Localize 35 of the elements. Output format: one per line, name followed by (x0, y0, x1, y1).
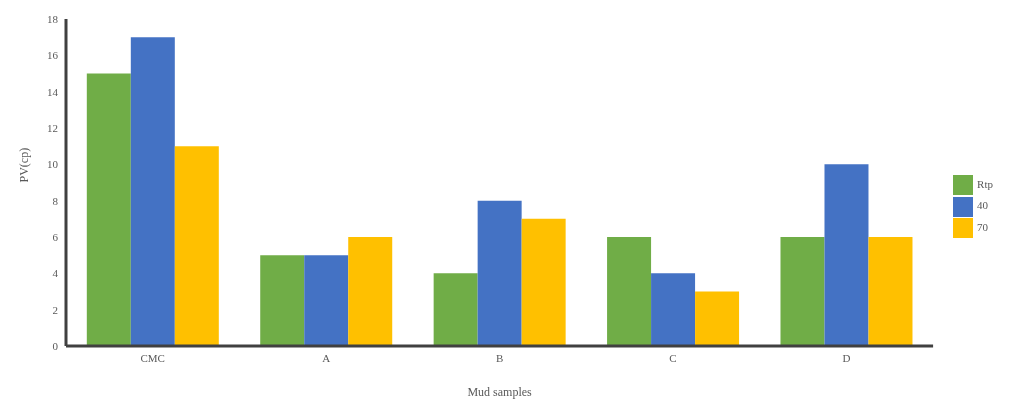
bar (868, 237, 913, 346)
y-tick-label: 10 (47, 158, 59, 171)
y-tick-label: 6 (52, 230, 59, 243)
y-tick-label: 2 (52, 303, 58, 316)
x-tick-label: CMC (140, 351, 165, 364)
y-tick-label: 0 (52, 339, 59, 352)
bar (433, 273, 478, 346)
y-tick-label: 12 (47, 121, 58, 134)
bar (651, 273, 696, 346)
bar (695, 291, 740, 346)
bar (780, 237, 825, 346)
bar (86, 73, 131, 346)
x-tick-label: A (322, 351, 331, 364)
x-tick-label: C (669, 351, 677, 364)
x-tick-label: D (842, 351, 851, 364)
bar (260, 255, 305, 346)
bar (477, 200, 522, 346)
legend-label: 70 (977, 220, 989, 233)
y-tick-label: 8 (52, 194, 59, 207)
bar (304, 255, 349, 346)
x-axis-title: Mud samples (467, 385, 533, 399)
x-tick-label: B (495, 351, 504, 364)
y-tick-label: 18 (47, 12, 59, 25)
bar (607, 237, 652, 346)
bar (824, 164, 869, 346)
bar (348, 237, 393, 346)
y-tick-label: 14 (47, 85, 59, 98)
y-tick-label: 4 (52, 267, 59, 280)
legend-label: Rtp (977, 177, 993, 190)
legend-label: 40 (977, 199, 989, 212)
bar (521, 218, 566, 346)
bar (130, 37, 175, 346)
bar (174, 146, 219, 346)
y-tick-label: 16 (47, 49, 59, 62)
y-axis-title: PV(cp) (17, 147, 32, 183)
